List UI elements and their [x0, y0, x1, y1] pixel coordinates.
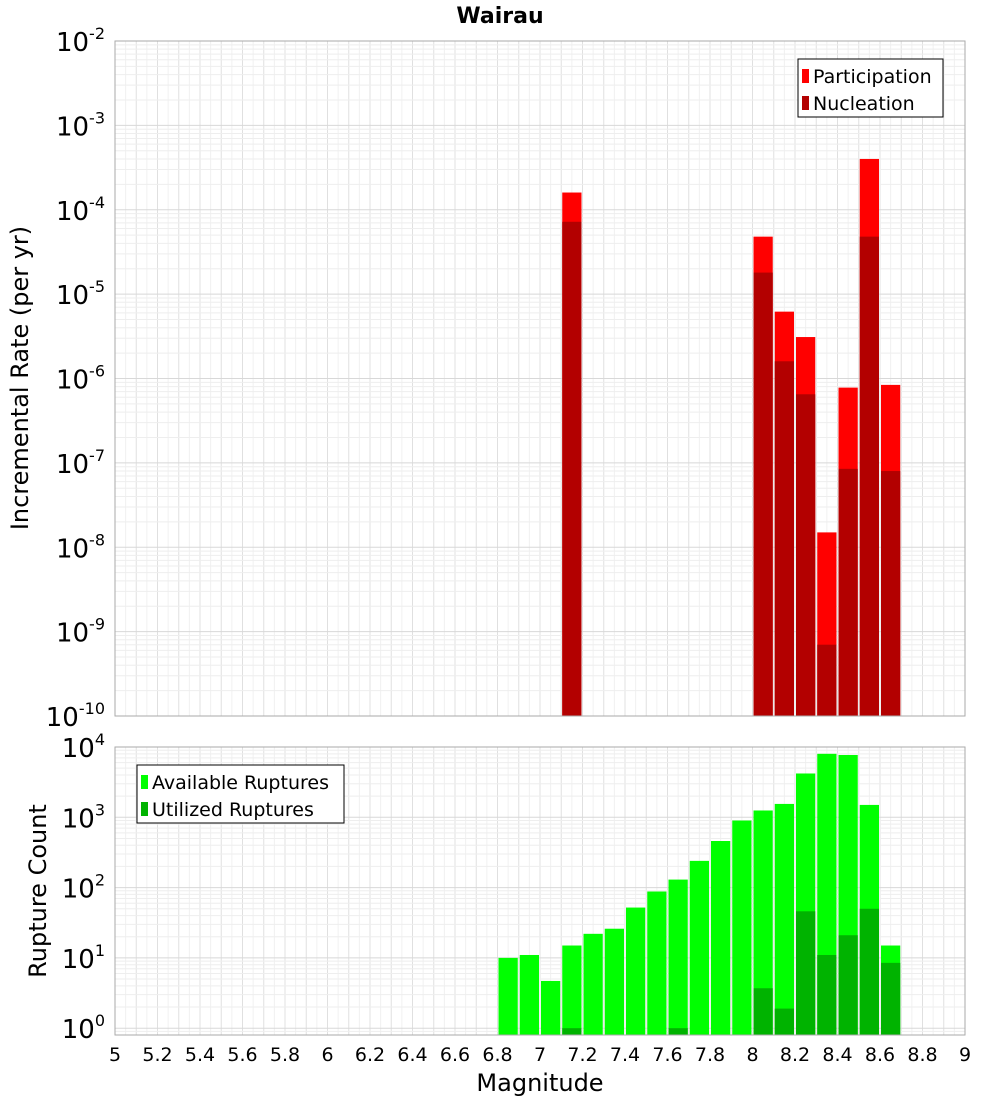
bottom-bar [753, 810, 773, 1035]
x-tick-label: 6.8 [482, 1044, 512, 1066]
bottom-series-1 [562, 908, 901, 1035]
bottom-bar [562, 1028, 582, 1035]
bottom-legend-swatch [141, 802, 148, 816]
bottom-bar [519, 954, 539, 1035]
bottom-y-tick-label: 100 [62, 1011, 105, 1045]
x-tick-label: 8.6 [865, 1044, 895, 1066]
x-tick-label: 7.4 [610, 1044, 640, 1066]
bottom-y-tick-label: 104 [62, 730, 105, 764]
top-y-axis-label: Incremental Rate (per yr) [6, 226, 34, 530]
bottom-bar [583, 933, 603, 1035]
top-y-tick-label: 10-4 [56, 193, 105, 227]
bottom-bar [604, 928, 624, 1035]
top-legend: Participation Nucleation [797, 58, 944, 118]
top-series-1 [562, 221, 901, 716]
bottom-y-tick-label: 101 [62, 941, 105, 975]
bottom-bar [647, 891, 667, 1035]
top-bar [796, 394, 816, 716]
x-tick-label: 6.2 [355, 1044, 385, 1066]
top-legend-swatch [802, 96, 809, 110]
top-grid [114, 40, 966, 717]
top-bar [562, 221, 582, 716]
top-bar [881, 471, 901, 716]
bottom-plot-frame [114, 746, 966, 1036]
bottom-bar [668, 1028, 688, 1035]
bottom-y-axis-label: Rupture Count [24, 804, 52, 978]
bottom-legend-label: Available Ruptures [152, 772, 329, 794]
bottom-bar [838, 935, 858, 1035]
bottom-y-tick-label: 102 [62, 871, 105, 905]
top-y-tick-label: 10-7 [56, 446, 105, 480]
x-tick-label: 8 [746, 1044, 758, 1066]
top-plot-frame [114, 40, 966, 717]
top-bar [753, 272, 773, 716]
bottom-bar [859, 908, 879, 1035]
x-axis-label: Magnitude [476, 1069, 603, 1097]
top-y-tick-label: 10-8 [56, 530, 105, 564]
x-tick-label: 7.8 [695, 1044, 725, 1066]
top-y-tick-label: 10-3 [56, 108, 105, 142]
bottom-bar [732, 820, 752, 1035]
bottom-bar [689, 860, 709, 1035]
top-legend-swatch [802, 69, 809, 83]
bottom-bar [626, 907, 646, 1035]
top-legend-label: Nucleation [813, 93, 915, 115]
top-y-tick-label: 10-10 [46, 699, 105, 733]
top-legend-label: Participation [813, 66, 932, 88]
top-y-tick-label: 10-9 [56, 615, 105, 649]
bottom-y-tick-label: 103 [62, 800, 105, 834]
bottom-legend-label: Utilized Ruptures [152, 799, 314, 821]
bottom-bar [817, 954, 837, 1035]
bottom-bar [796, 911, 816, 1035]
x-tick-label: 8.8 [907, 1044, 937, 1066]
bottom-bar [774, 803, 794, 1035]
bottom-bar [881, 962, 901, 1035]
x-tick-label: 8.2 [780, 1044, 810, 1066]
top-legend-box [797, 58, 944, 118]
top-y-tick-label: 10-6 [56, 362, 105, 396]
top-y-tick-label: 10-5 [56, 277, 105, 311]
x-tick-label: 5.6 [227, 1044, 257, 1066]
x-tick-label: 5 [109, 1044, 121, 1066]
x-tick-label: 5.2 [142, 1044, 172, 1066]
x-tick-label: 8.4 [822, 1044, 852, 1066]
x-tick-label: 9 [959, 1044, 971, 1066]
bottom-legend-swatch [141, 775, 148, 789]
x-tick-label: 7 [534, 1044, 546, 1066]
bottom-legend: Available Ruptures Utilized Ruptures [136, 764, 345, 824]
bottom-bar [753, 988, 773, 1035]
bottom-bar [774, 1008, 794, 1035]
x-tick-label: 5.4 [185, 1044, 215, 1066]
x-tick-label: 6.4 [397, 1044, 427, 1066]
bottom-bar [562, 945, 582, 1035]
bottom-bar [498, 957, 518, 1035]
top-y-tick-label: 10-2 [56, 24, 105, 58]
x-tick-label: 5.8 [270, 1044, 300, 1066]
bottom-bar [541, 980, 561, 1035]
top-bar [859, 236, 879, 716]
x-tick-label: 7.2 [567, 1044, 597, 1066]
top-bar [838, 468, 858, 716]
chart-title: Wairau [456, 4, 543, 29]
x-tick-label: 6.6 [440, 1044, 470, 1066]
x-tick-label: 7.6 [652, 1044, 682, 1066]
bottom-bar [668, 879, 688, 1035]
top-bar [774, 361, 794, 716]
bottom-bar [711, 841, 731, 1035]
x-tick-label: 6 [321, 1044, 333, 1066]
bottom-legend-box [136, 764, 345, 824]
top-bar [817, 644, 837, 716]
